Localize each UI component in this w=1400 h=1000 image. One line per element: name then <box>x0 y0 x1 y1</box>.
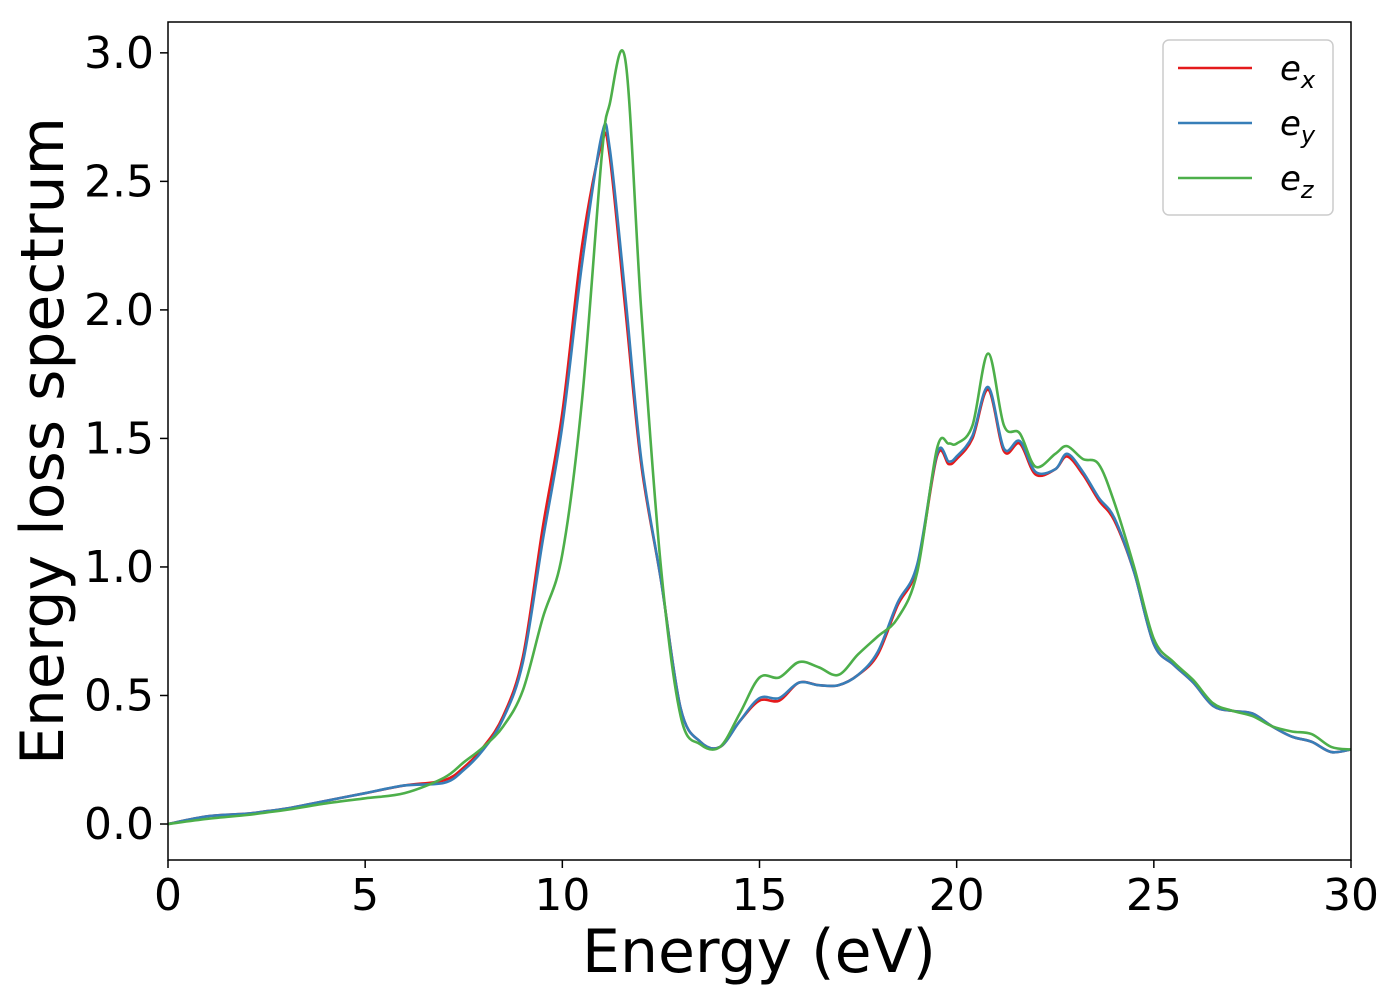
series-line-ex <box>167 131 1352 826</box>
x-tick-label: 30 <box>1323 870 1379 921</box>
y-tick-label: 1.0 <box>84 542 154 593</box>
y-tick-label: 0.5 <box>84 670 154 721</box>
y-tick-label: 3.0 <box>84 28 154 79</box>
x-tick-label: 20 <box>929 870 985 921</box>
y-tick-label: 1.5 <box>84 413 154 464</box>
series-line-ey <box>167 122 1352 826</box>
series-layer <box>167 49 1352 826</box>
x-axis: 0 5 10 15 20 25 30 <box>154 860 1379 921</box>
x-axis-label: Energy (eV) <box>582 917 936 987</box>
legend-box <box>1162 39 1334 216</box>
x-tick-label: 25 <box>1126 870 1182 921</box>
x-tick-label: 10 <box>534 870 590 921</box>
y-axis: 0.0 0.5 1.0 1.5 2.0 2.5 3.0 <box>84 28 168 850</box>
legend-label-ez: ez <box>1280 159 1315 204</box>
x-tick-label: 5 <box>351 870 379 921</box>
x-tick-label: 15 <box>732 870 788 921</box>
x-tick-label: 0 <box>154 870 182 921</box>
y-tick-label: 2.0 <box>84 285 154 336</box>
series-line-ez <box>167 49 1352 826</box>
y-tick-label: 0.0 <box>84 799 154 850</box>
y-tick-label: 2.5 <box>84 156 154 207</box>
y-axis-label: Energy loss spectrum <box>8 117 78 765</box>
